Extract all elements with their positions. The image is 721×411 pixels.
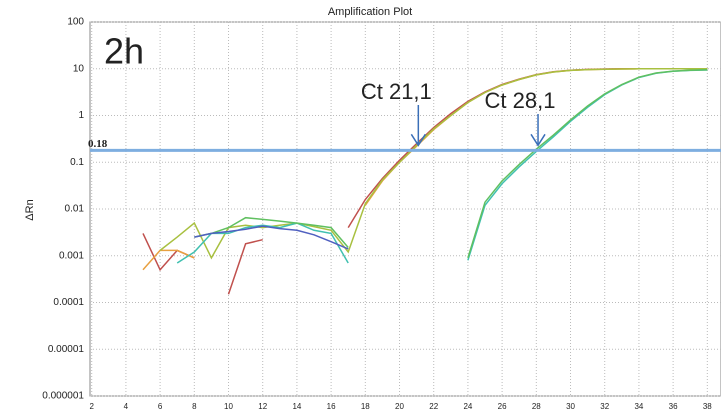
x-tick-label: 6 — [158, 402, 163, 411]
amplification-curve — [194, 69, 708, 259]
amplification-curve — [194, 225, 349, 250]
x-tick-label: 36 — [669, 402, 678, 411]
x-tick-label: 30 — [566, 402, 575, 411]
x-tick-label: 12 — [258, 402, 267, 411]
x-tick-label: 22 — [429, 402, 438, 411]
x-tick-label: 14 — [292, 402, 301, 411]
y-tick-label: 0.00001 — [48, 344, 85, 355]
x-tick-label: 24 — [463, 402, 472, 411]
y-tick-label: 0.0001 — [53, 297, 84, 308]
chart-title: Amplification Plot — [328, 6, 412, 18]
annotation-arrowhead — [410, 133, 426, 147]
x-tick-label: 20 — [395, 402, 404, 411]
x-tick-label: 10 — [224, 402, 233, 411]
threshold-label: 0.18 — [88, 138, 108, 150]
y-tick-label: 0.000001 — [42, 391, 84, 402]
annotation-text: Ct 21,1 — [361, 79, 432, 104]
x-tick-label: 32 — [600, 402, 609, 411]
x-tick-label: 26 — [498, 402, 507, 411]
y-axis-label: ΔRn — [24, 199, 36, 220]
x-tick-label: 38 — [703, 402, 712, 411]
y-tick-label: 0.1 — [70, 157, 84, 168]
x-tick-label: 2 — [89, 402, 94, 411]
x-tick-label: 16 — [327, 402, 336, 411]
x-tick-label: 4 — [124, 402, 129, 411]
annotation-text: Ct 28,1 — [485, 88, 556, 113]
y-tick-label: 0.001 — [59, 250, 84, 261]
x-tick-label: 18 — [361, 402, 370, 411]
y-tick-label: 100 — [67, 17, 84, 28]
y-tick-label: 10 — [73, 63, 85, 74]
amplification-curve — [159, 68, 708, 260]
y-tick-label: 0.01 — [65, 204, 85, 215]
y-tick-label: 1 — [78, 110, 84, 121]
annotation-arrowhead — [530, 133, 546, 147]
panel-label: 2h — [104, 31, 144, 72]
x-tick-label: 8 — [192, 402, 197, 411]
x-tick-label: 28 — [532, 402, 541, 411]
x-tick-label: 34 — [634, 402, 643, 411]
